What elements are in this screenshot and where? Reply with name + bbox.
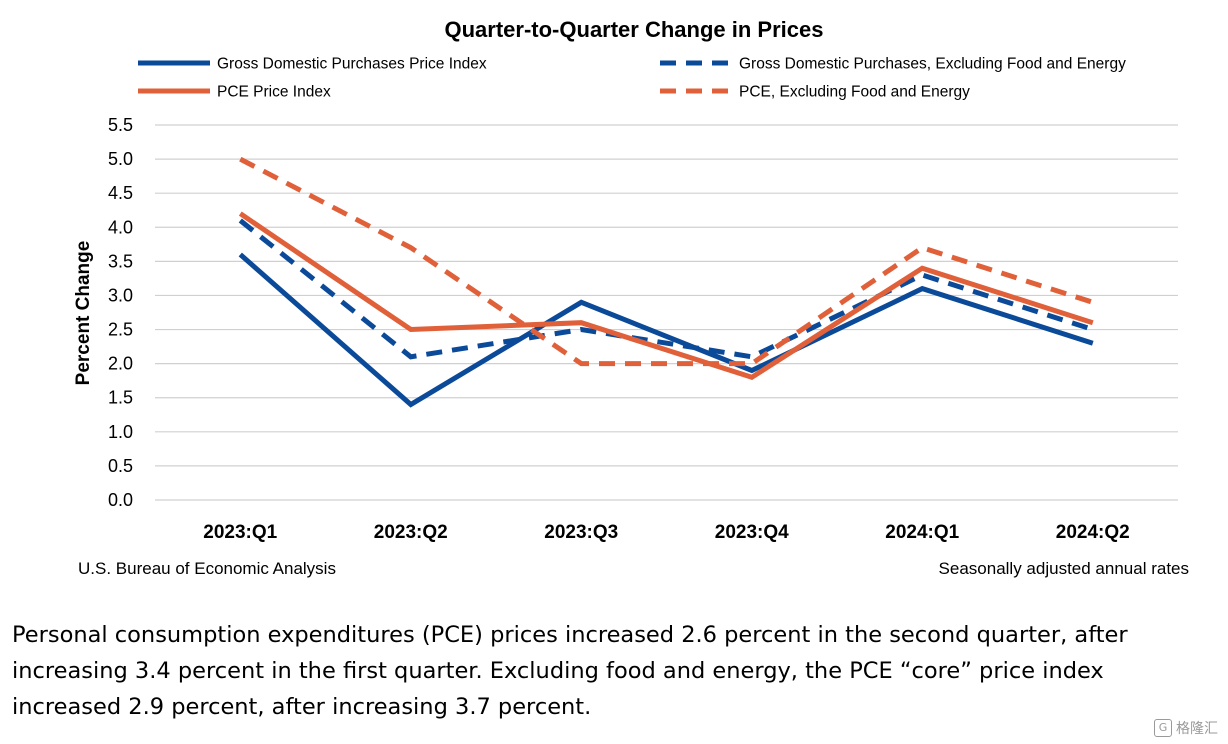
series-lines <box>238 156 1094 408</box>
y-tick-label: 1.5 <box>108 388 133 408</box>
legend-label-1: Gross Domestic Purchases Price Index <box>217 56 487 73</box>
y-tick-labels: 0.0 0.5 1.0 1.5 2.0 2.5 3.0 3.5 4.0 4.5 5.0 5.5 <box>108 115 133 510</box>
source-note: U.S. Bureau of Economic Analysis <box>78 559 336 578</box>
watermark-text: 格隆汇 <box>1176 721 1218 737</box>
legend-label-4: PCE, Excluding Food and Energy <box>739 84 970 101</box>
grid-lines <box>155 124 1178 501</box>
legend-label-3: PCE Price Index <box>217 84 331 101</box>
x-tick-labels: 2023:Q1 2023:Q2 2023:Q3 2023:Q4 2024:Q1 2024:… <box>203 522 1129 543</box>
y-tick-label: 3.0 <box>108 285 133 305</box>
x-tick-label: 2024:Q1 <box>885 522 959 543</box>
legend-label-2: Gross Domestic Purchases, Excluding Food… <box>739 56 1126 73</box>
x-tick-label: 2023:Q2 <box>374 522 448 543</box>
watermark: G 格隆汇 <box>1154 718 1218 738</box>
y-tick-label: 5.5 <box>108 115 133 135</box>
x-tick-label: 2023:Q3 <box>544 522 618 543</box>
y-tick-label: 0.5 <box>108 456 133 476</box>
series-line-2 <box>238 218 1094 360</box>
y-tick-label: 2.5 <box>108 320 133 340</box>
legend: Gross Domestic Purchases Price Index Gros… <box>138 56 1126 101</box>
y-tick-label: 0.0 <box>108 490 133 510</box>
series-line-3 <box>238 211 1094 381</box>
y-axis-label: Percent Change <box>73 241 94 386</box>
series-line-1 <box>238 252 1094 408</box>
series-line-4 <box>239 156 1094 367</box>
x-tick-label: 2023:Q1 <box>203 522 277 543</box>
y-tick-label: 4.5 <box>108 183 133 203</box>
g-logo-icon: G <box>1154 719 1172 737</box>
x-tick-label: 2023:Q4 <box>715 522 789 543</box>
seasonal-note: Seasonally adjusted annual rates <box>939 559 1189 578</box>
chart: Quarter-to-Quarter Change in Prices Gros… <box>73 17 1189 578</box>
y-tick-label: 3.5 <box>108 251 133 271</box>
y-tick-label: 1.0 <box>108 422 133 442</box>
y-tick-label: 5.0 <box>108 149 133 169</box>
y-tick-label: 4.0 <box>108 217 133 237</box>
y-tick-label: 2.0 <box>108 354 133 374</box>
chart-title: Quarter-to-Quarter Change in Prices <box>445 17 824 42</box>
x-tick-label: 2024:Q2 <box>1056 522 1130 543</box>
caption-text: Personal consumption expenditures (PCE) … <box>12 622 1128 720</box>
